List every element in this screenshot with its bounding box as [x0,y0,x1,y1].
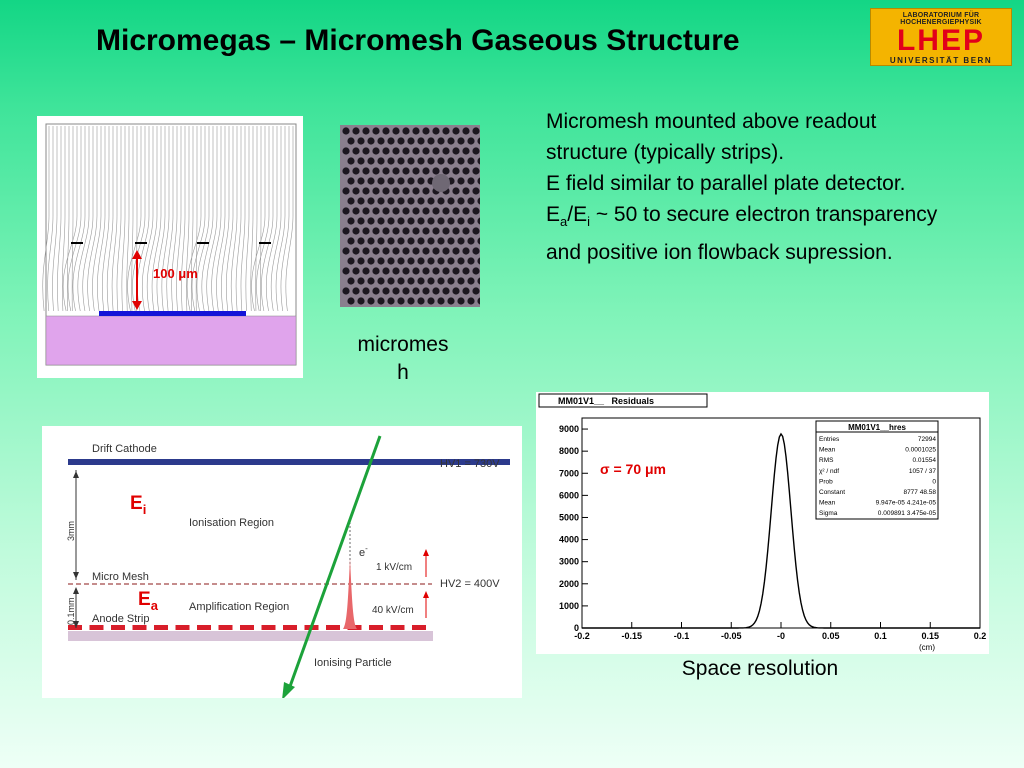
ionising-particle-label: Ionising Particle [314,657,392,669]
stats-key: Sigma [819,510,838,517]
gaussian-fit-curve [582,432,980,629]
stats-key: Constant [819,489,845,496]
x-tick-label: 0.2 [974,631,987,641]
micro-mesh-label: Micro Mesh [92,571,149,583]
schematic-svg: Drift Cathode HV1 = 730V Micro Mesh HV2 … [66,435,510,700]
stats-title: MM01V1__hres [848,423,906,432]
description-text: Micromesh mounted above readout structur… [546,106,937,268]
gap-3mm-label: 3mm [66,521,76,541]
x-tick-label: 0.05 [822,631,840,641]
y-tick-label: 3000 [559,557,579,567]
y-tick-label: 0 [574,623,579,633]
ionisation-region-label: Ionisation Region [189,517,274,529]
lhep-logo: LABORATORIUM FÜR HOCHENERGIEPHYSIK LHEP … [870,8,1012,66]
hv2-label: HV2 = 400V [440,578,500,590]
stats-value: 8777 48.58 [903,489,936,496]
stats-value: 0.01554 [913,457,937,464]
y-tick-label: 7000 [559,468,579,478]
x-tick-label: 0.1 [874,631,887,641]
stats-key: RMS [819,457,834,464]
x-axis-unit: (cm) [919,643,935,652]
stats-key: Prob [819,478,833,485]
field-40kv-label: 40 kV/cm [372,605,414,616]
hv1-label: HV1 = 730V [440,458,500,470]
slide-title: Micromegas – Micromesh Gaseous Structure [96,24,740,57]
ratio-text: ~ 50 to secure electron transparency [589,203,938,226]
y-tick-label: 4000 [559,535,579,545]
stats-value: 0.0001025 [905,447,936,454]
gap-label: 100 μm [153,266,198,281]
y-tick-label: 8000 [559,446,579,456]
stats-key: Mean [819,500,836,507]
amplification-region-label: Amplification Region [189,601,289,613]
ei-symbol: /E [567,203,588,226]
ei-subscript: i [587,214,590,230]
stats-key: χ² / ndf [819,468,839,475]
y-tick-label: 5000 [559,512,579,522]
stats-value: 9.947e-05 4.241e-05 [876,500,937,507]
x-tick-label: -0.2 [574,631,590,641]
logo-bottom-text: UNIVERSITÄT BERN [889,56,993,65]
electron-label: e- [359,544,368,559]
stats-value: 1057 / 37 [909,468,936,475]
logo-main-text: LHEP [896,24,985,57]
stats-key: Mean [819,447,836,454]
histogram-title: MM01V1__ Residuals [558,396,654,406]
micromesh-photo [340,125,485,307]
stats-value: 0.009891 3.475e-05 [878,510,937,517]
y-tick-label: 9000 [559,424,579,434]
detector-schematic: Drift Cathode HV1 = 730V Micro Mesh HV2 … [42,426,522,700]
ea-label: Ea [138,589,159,613]
space-resolution-label: Space resolution [681,657,839,680]
histogram-svg: MM01V1__ Residuals 0 1000 2000 3000 4000 5000… [538,393,987,652]
micromesh-label-line2: h [397,361,409,384]
x-tick-label: -0.05 [721,631,742,641]
stats-value: 0 [932,478,936,485]
field-lines-figure: 100 μm [37,116,303,378]
description-line: structure (typically strips). [546,141,785,164]
residuals-histogram: MM01V1__ Residuals 0 1000 2000 3000 4000 5000… [536,392,989,654]
drift-cathode-label: Drift Cathode [92,443,157,455]
y-tick-label: 6000 [559,490,579,500]
stats-key: Entries [819,436,840,443]
x-tick-label: -0 [777,631,785,641]
field-lines-svg: 100 μm [42,123,297,366]
stats-value: 72994 [918,436,936,443]
sigma-label: σ = 70 μm [600,461,666,477]
ea-symbol: E [546,203,561,226]
micromesh-label-line1: micromes [357,333,449,356]
y-tick-label: 1000 [559,601,579,611]
logo-top-text: LABORATORIUM FÜR HOCHENERGIEPHYSIK [900,12,982,26]
y-tick-label: 2000 [559,579,579,589]
field-1kv-label: 1 kV/cm [376,562,412,573]
x-tick-label: -0.15 [621,631,642,641]
description-line: Ea/Ei ~ 50 to secure electron transparen… [546,199,937,237]
ei-label: Ei [130,493,146,517]
micromesh-svg [340,125,485,307]
stats-box [815,420,939,520]
x-tick-label: 0.15 [921,631,939,641]
x-tick-label: -0.1 [674,631,690,641]
micromesh-label: micromes h [340,331,466,387]
description-line: Micromesh mounted above readout [546,110,877,133]
description-line: and positive ion flowback supression. [546,241,893,265]
description-line: E field similar to parallel plate detect… [546,172,906,195]
gap-01mm-label: 0.1mm [66,597,76,625]
anode-strip-label: Anode Strip [92,613,149,625]
ea-subscript: a [560,214,568,230]
